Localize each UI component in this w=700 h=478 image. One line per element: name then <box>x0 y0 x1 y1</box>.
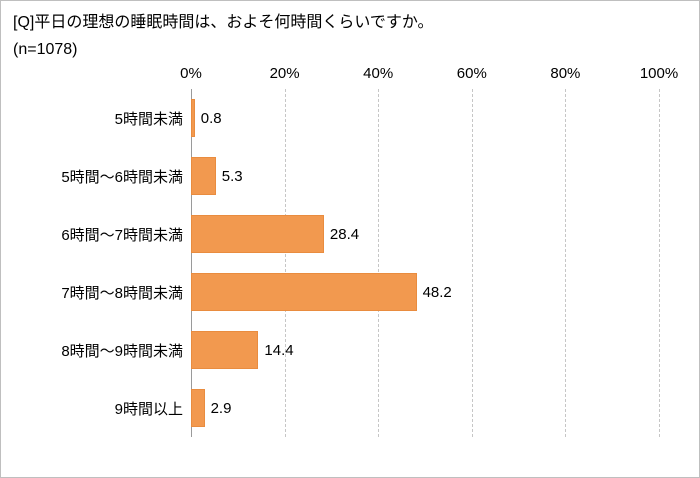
value-axis-line <box>191 89 192 437</box>
bar <box>191 273 417 311</box>
gridline <box>565 89 567 437</box>
category-label: 7時間～8時間未満 <box>61 284 183 302</box>
gridline <box>378 89 380 437</box>
category-label: 9時間以上 <box>114 400 183 418</box>
x-tick-label: 60% <box>456 65 487 82</box>
bar <box>191 157 216 195</box>
bar-row: 28.4 <box>191 205 659 263</box>
value-label: 28.4 <box>329 225 360 243</box>
bar <box>191 331 259 369</box>
category-axis: 5時間未満 5時間～6時間未満 6時間～7時間未満 7時間～8時間未満 8時間～9時間未… <box>1 89 191 437</box>
x-axis-ticks: 0% 20% 40% 60% 80% 100% <box>180 63 678 89</box>
plot-area: 0.8 5.3 28.4 48.2 14.4 2.9 <box>191 89 660 437</box>
x-tick-label: 80% <box>550 65 581 82</box>
value-label: 5.3 <box>221 167 243 185</box>
value-label: 2.9 <box>210 399 232 417</box>
bar-row: 0.8 <box>191 89 659 147</box>
category-label: 6時間～7時間未満 <box>61 226 183 244</box>
bar-chart: 0% 20% 40% 60% 80% 100% 5時間未満 5時間～6時間未満 6時間～7時間… <box>1 63 699 437</box>
chart-body: 5時間未満 5時間～6時間未満 6時間～7時間未満 7時間～8時間未満 8時間～9時間未… <box>1 89 699 437</box>
value-label: 0.8 <box>200 109 222 127</box>
x-tick-label: 0% <box>180 65 202 82</box>
x-tick-label: 40% <box>363 65 394 82</box>
bar <box>191 215 324 253</box>
bar-row: 14.4 <box>191 321 659 379</box>
bar <box>191 389 205 427</box>
category-label: 8時間～9時間未満 <box>61 342 183 360</box>
chart-title: [Q]平日の理想の睡眠時間は、およそ何時間くらいですか。 <box>13 14 434 31</box>
sample-size-label: (n=1078) <box>13 41 78 58</box>
category-label: 5時間未満 <box>114 110 183 128</box>
bars: 0.8 5.3 28.4 48.2 14.4 2.9 <box>191 89 659 437</box>
x-tick-label: 100% <box>639 65 679 82</box>
gridline <box>284 89 286 437</box>
bar-row: 2.9 <box>191 379 659 437</box>
value-label: 14.4 <box>264 341 294 359</box>
x-tick-label: 20% <box>269 65 300 82</box>
category-label: 5時間～6時間未満 <box>61 168 183 186</box>
value-label: 48.2 <box>422 283 452 301</box>
bar <box>191 99 195 137</box>
bar-row: 5.3 <box>191 147 659 205</box>
gridline <box>659 89 660 437</box>
bar-row: 48.2 <box>191 263 659 321</box>
gridline <box>471 89 473 437</box>
